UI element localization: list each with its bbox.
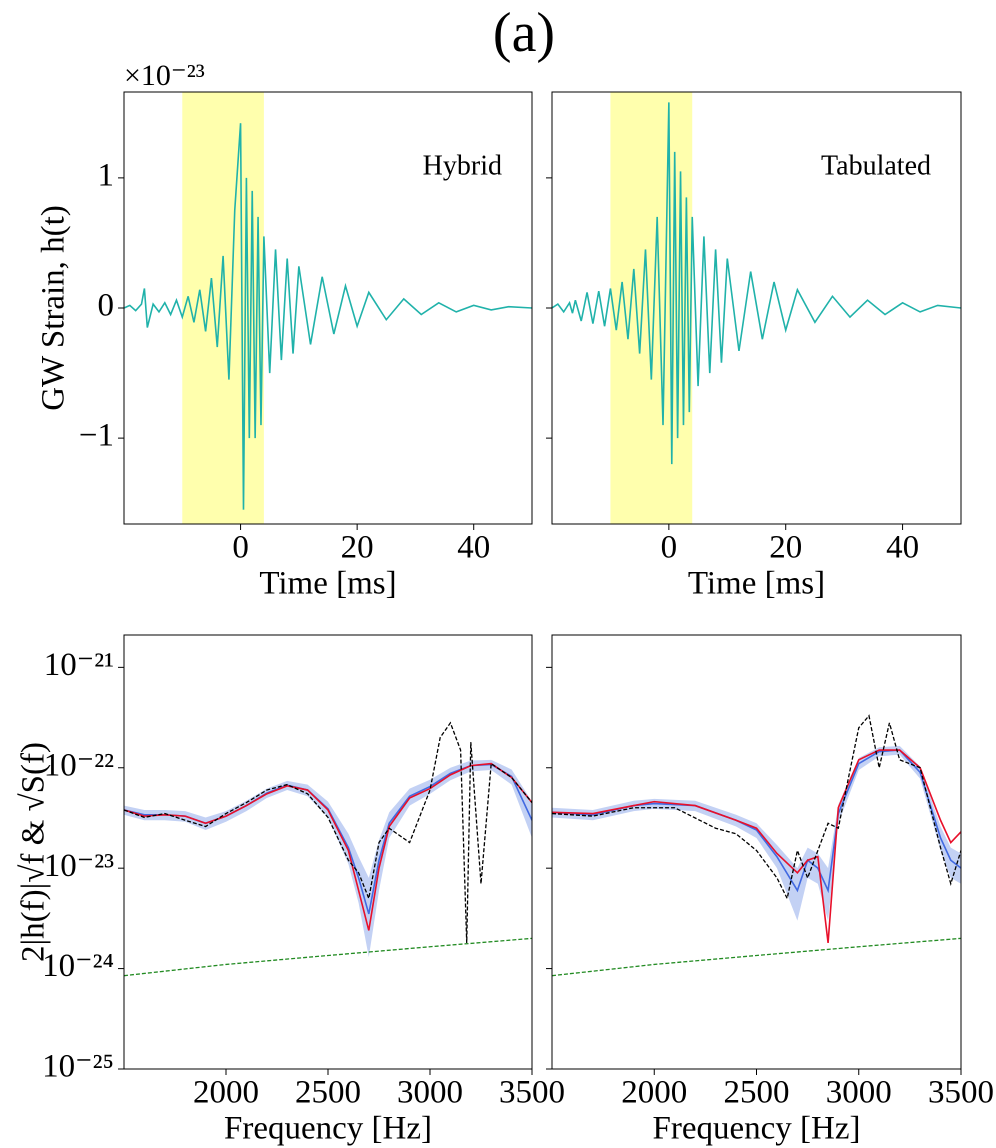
x-tick-label: 20 [341,530,374,566]
x-tick-label: 2500 [724,1075,790,1111]
y-tick-label: 0 [98,288,115,324]
x-tick-label: 40 [886,530,919,566]
x-tick-label: 0 [661,530,678,566]
y-tick-label: 10⁻²² [44,747,114,783]
x-tick-label: 3000 [826,1075,892,1111]
plot-area [124,721,532,977]
series-line [552,937,961,977]
x-tick-label: 3000 [397,1075,463,1111]
y-tick-label: 10⁻²³ [44,848,114,884]
highlight-span [610,92,693,524]
panel-annotation: Hybrid [423,150,502,181]
series-line [552,749,961,894]
uncertainty-band [124,759,532,958]
y-tick-label: 10⁻²¹ [44,647,114,683]
x-tick-label: 20 [769,530,802,566]
series-line [124,721,532,943]
y-axis-label: GW Strain, h(t) [36,205,72,411]
series-line [552,714,961,901]
plot-area [552,714,961,977]
y-tick-label: −1 [79,418,114,454]
series-line [552,102,961,465]
offset-text: ×10⁻²³ [124,59,205,92]
series-line [124,123,532,510]
series-line [124,937,532,977]
series-line [124,763,532,915]
x-tick-label: 40 [457,530,490,566]
x-tick-label: 2500 [295,1075,361,1111]
y-tick-label: 10⁻²⁵ [42,1049,114,1085]
panel-annotation: Tabulated [821,150,931,181]
x-tick-label: 3500 [928,1075,994,1111]
x-axis-label: Time [ms] [688,566,825,602]
series-line [552,749,961,944]
y-axis-label: 2|h(f)|√f & √S(f) [16,742,52,962]
plot-area [552,92,961,524]
axes-frame [551,634,962,1070]
axes-frame [123,634,533,1070]
x-tick-label: 3500 [499,1075,565,1111]
plot-area [124,92,532,524]
x-axis-label: Frequency [Hz] [224,1111,432,1147]
y-tick-label: 1 [98,157,115,193]
uncertainty-band [552,745,961,921]
x-axis-label: Frequency [Hz] [653,1111,861,1147]
x-axis-label: Time [ms] [259,566,396,602]
y-tick-label: 10⁻²⁴ [42,948,114,984]
x-tick-label: 0 [232,530,249,566]
figure-title: (a) [493,2,555,64]
x-tick-label: 2000 [621,1075,687,1111]
series-line [124,762,532,931]
x-tick-label: 2000 [193,1075,259,1111]
